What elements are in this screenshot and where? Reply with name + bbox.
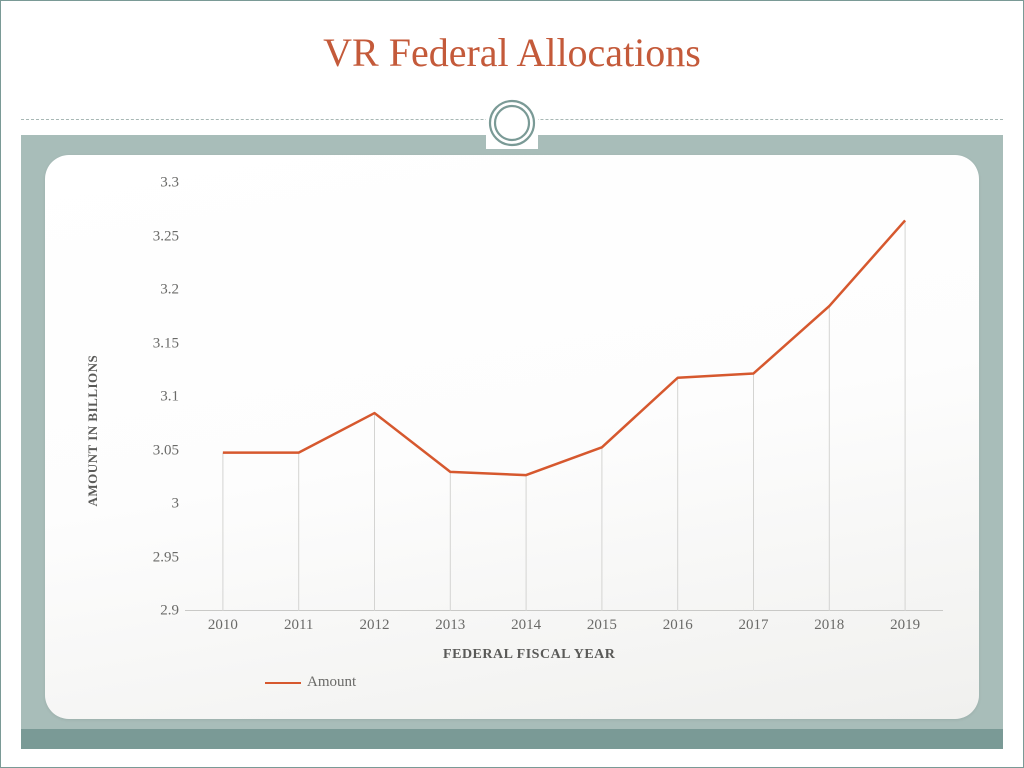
y-tick-label: 3.2 — [119, 282, 179, 299]
x-tick-label: 2017 — [739, 617, 769, 634]
chart-card: AMOUNT IN BILLIONS 2.9 2.95 3 3.05 3.1 3.15 3.… — [45, 155, 979, 719]
series-line — [223, 220, 905, 475]
y-axis-title: AMOUNT IN BILLIONS — [85, 355, 101, 507]
legend-label: Amount — [307, 674, 356, 691]
y-tick-label: 3.25 — [119, 228, 179, 245]
x-tick-label: 2010 — [208, 617, 238, 634]
slide-frame: VR Federal Allocations AMOUNT IN BILLION… — [0, 0, 1024, 768]
legend-swatch — [265, 682, 301, 684]
title-section: VR Federal Allocations — [1, 1, 1023, 100]
chart-container: AMOUNT IN BILLIONS 2.9 2.95 3 3.05 3.1 3.15 3.… — [45, 155, 979, 719]
y-tick-label: 3 — [119, 496, 179, 513]
page-title: VR Federal Allocations — [1, 29, 1023, 76]
ornament-circle-icon — [486, 97, 538, 149]
x-tick-group: 2010 2011 2012 2013 2014 2015 2016 2017 2018 2019 — [185, 617, 943, 641]
y-tick-label: 3.05 — [119, 442, 179, 459]
x-tick-label: 2016 — [663, 617, 693, 634]
x-tick-label: 2015 — [587, 617, 617, 634]
x-tick-label: 2014 — [511, 617, 541, 634]
x-axis-title: FEDERAL FISCAL YEAR — [443, 647, 615, 663]
y-tick-group: 2.92.9533.053.13.153.23.253.3 — [117, 183, 179, 611]
x-tick-label: 2011 — [284, 617, 313, 634]
y-tick-label: 2.9 — [119, 603, 179, 620]
x-tick-label: 2012 — [360, 617, 390, 634]
x-tick-label: 2019 — [890, 617, 920, 634]
y-tick-label: 2.95 — [119, 549, 179, 566]
content-band-footer — [21, 729, 1003, 749]
x-tick-label: 2013 — [435, 617, 465, 634]
y-tick-label: 3.1 — [119, 389, 179, 406]
legend: Amount — [265, 674, 356, 691]
y-tick-label: 3.3 — [119, 175, 179, 192]
y-tick-label: 3.15 — [119, 335, 179, 352]
plot-area — [185, 183, 943, 611]
x-tick-label: 2018 — [814, 617, 844, 634]
